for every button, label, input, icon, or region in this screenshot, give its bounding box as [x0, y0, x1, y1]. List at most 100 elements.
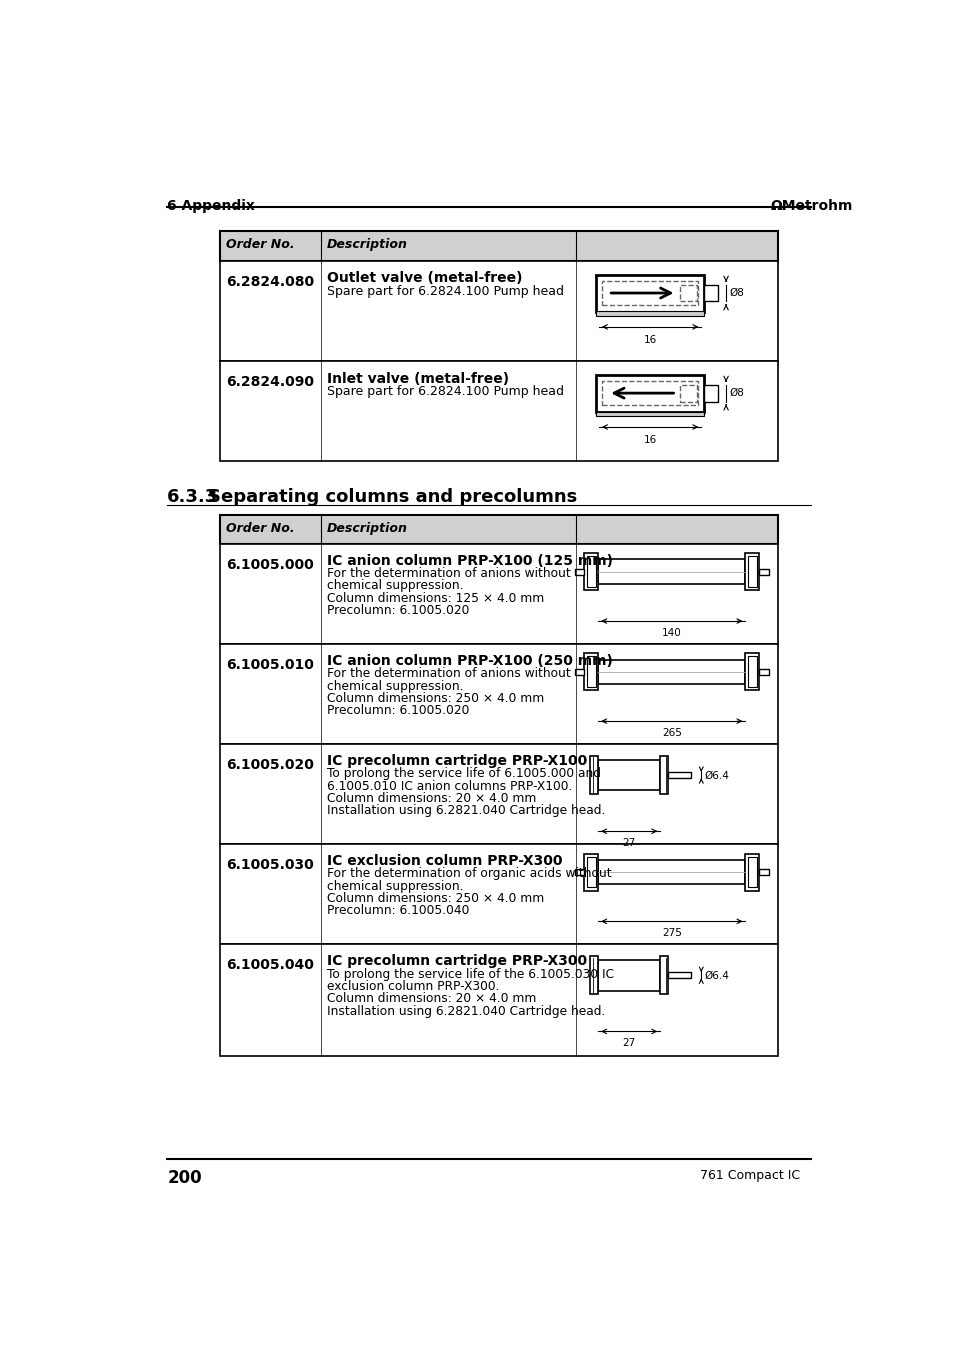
Bar: [220, 515, 778, 544]
Bar: [583, 654, 598, 690]
Text: 6.1005.020: 6.1005.020: [226, 758, 314, 773]
Bar: [659, 957, 667, 994]
Bar: [747, 657, 757, 688]
Bar: [586, 557, 596, 588]
Text: 6.1005.010 IC anion columns PRP-X100.: 6.1005.010 IC anion columns PRP-X100.: [327, 780, 572, 793]
Text: For the determination of anions without: For the determination of anions without: [327, 667, 570, 681]
Bar: [759, 669, 768, 676]
Text: IC exclusion column PRP-X300: IC exclusion column PRP-X300: [327, 854, 562, 869]
Bar: [759, 869, 768, 875]
Bar: [596, 374, 703, 412]
Text: To prolong the service life of the 6.1005.030 IC: To prolong the service life of the 6.100…: [327, 967, 614, 981]
Text: 16: 16: [643, 435, 656, 444]
Bar: [747, 557, 757, 588]
Text: Precolumn: 6.1005.020: Precolumn: 6.1005.020: [327, 704, 469, 717]
Text: chemical suppression.: chemical suppression.: [327, 680, 463, 693]
Bar: [598, 559, 744, 584]
Text: 6.2824.080: 6.2824.080: [226, 274, 314, 289]
Text: 6.1005.010: 6.1005.010: [226, 658, 314, 671]
Text: IC precolumn cartridge PRP-X100: IC precolumn cartridge PRP-X100: [327, 754, 587, 769]
Text: Precolumn: 6.1005.020: Precolumn: 6.1005.020: [327, 604, 469, 617]
Text: Installation using 6.2821.040 Cartridge head.: Installation using 6.2821.040 Cartridge …: [327, 1005, 605, 1017]
Bar: [220, 744, 778, 844]
Bar: [703, 385, 718, 401]
Text: 265: 265: [661, 728, 681, 738]
Bar: [601, 281, 698, 305]
Text: For the determination of anions without: For the determination of anions without: [327, 567, 570, 580]
Text: Ø6.4: Ø6.4: [703, 770, 728, 781]
Bar: [220, 844, 778, 944]
Text: IC anion column PRP-X100 (250 mm): IC anion column PRP-X100 (250 mm): [327, 654, 612, 669]
Bar: [590, 957, 598, 994]
Bar: [586, 857, 596, 888]
Bar: [667, 973, 691, 978]
Text: 16: 16: [643, 335, 656, 345]
Bar: [586, 657, 596, 688]
Bar: [596, 412, 703, 416]
Text: Spare part for 6.2824.100 Pump head: Spare part for 6.2824.100 Pump head: [327, 385, 563, 399]
Bar: [598, 659, 744, 684]
Bar: [220, 644, 778, 744]
Text: Column dimensions: 20 × 4.0 mm: Column dimensions: 20 × 4.0 mm: [327, 992, 536, 1005]
Bar: [744, 554, 759, 590]
Text: Column dimensions: 250 × 4.0 mm: Column dimensions: 250 × 4.0 mm: [327, 892, 543, 905]
Bar: [575, 669, 583, 676]
Text: For the determination of organic acids without: For the determination of organic acids w…: [327, 867, 611, 881]
Text: chemical suppression.: chemical suppression.: [327, 580, 463, 593]
Bar: [596, 312, 703, 316]
Text: Column dimensions: 20 × 4.0 mm: Column dimensions: 20 × 4.0 mm: [327, 792, 536, 805]
Text: IC anion column PRP-X100 (125 mm): IC anion column PRP-X100 (125 mm): [327, 554, 613, 567]
Text: ΩMetrohm: ΩMetrohm: [769, 199, 852, 213]
Bar: [596, 274, 703, 312]
Bar: [759, 569, 768, 574]
Text: Ø8: Ø8: [728, 288, 743, 297]
Text: 761 Compact IC: 761 Compact IC: [700, 1169, 800, 1182]
Bar: [590, 755, 598, 794]
Bar: [575, 569, 583, 574]
Text: IC precolumn cartridge PRP-X300: IC precolumn cartridge PRP-X300: [327, 954, 586, 969]
Text: Ø6.4: Ø6.4: [703, 970, 728, 981]
Bar: [575, 869, 583, 875]
Text: 6.2824.090: 6.2824.090: [226, 374, 314, 389]
Text: exclusion column PRP-X300.: exclusion column PRP-X300.: [327, 979, 499, 993]
Bar: [659, 755, 667, 794]
Text: 6.3.3: 6.3.3: [167, 488, 218, 505]
Bar: [220, 944, 778, 1056]
Text: To prolong the service life of 6.1005.000 and: To prolong the service life of 6.1005.00…: [327, 767, 600, 781]
Bar: [744, 854, 759, 890]
Text: Precolumn: 6.1005.040: Precolumn: 6.1005.040: [327, 904, 469, 917]
Bar: [220, 231, 778, 261]
Bar: [679, 385, 696, 401]
Text: 6.1005.040: 6.1005.040: [226, 958, 314, 973]
Text: 275: 275: [661, 928, 681, 939]
Text: Spare part for 6.2824.100 Pump head: Spare part for 6.2824.100 Pump head: [327, 285, 563, 299]
Bar: [679, 285, 696, 301]
Bar: [747, 857, 757, 888]
Text: Ø8: Ø8: [728, 388, 743, 397]
Bar: [744, 654, 759, 690]
Text: chemical suppression.: chemical suppression.: [327, 880, 463, 893]
Text: 6 Appendix: 6 Appendix: [167, 199, 254, 213]
Text: 27: 27: [622, 838, 635, 848]
Bar: [220, 261, 778, 361]
Text: 140: 140: [661, 628, 681, 638]
Bar: [583, 554, 598, 590]
Bar: [598, 859, 744, 885]
Text: Description: Description: [327, 238, 407, 251]
Bar: [703, 285, 718, 301]
Bar: [583, 854, 598, 890]
Text: Separating columns and precolumns: Separating columns and precolumns: [208, 488, 577, 505]
Bar: [598, 759, 659, 790]
Bar: [667, 771, 691, 778]
Text: 200: 200: [167, 1169, 202, 1186]
Text: 6.1005.030: 6.1005.030: [226, 858, 314, 873]
Text: Order No.: Order No.: [226, 521, 294, 535]
Text: Order No.: Order No.: [226, 238, 294, 251]
Text: Column dimensions: 125 × 4.0 mm: Column dimensions: 125 × 4.0 mm: [327, 592, 543, 605]
Bar: [220, 544, 778, 644]
Text: Column dimensions: 250 × 4.0 mm: Column dimensions: 250 × 4.0 mm: [327, 692, 543, 705]
Bar: [601, 381, 698, 405]
Text: 27: 27: [622, 1039, 635, 1048]
Bar: [598, 959, 659, 990]
Text: Description: Description: [327, 521, 407, 535]
